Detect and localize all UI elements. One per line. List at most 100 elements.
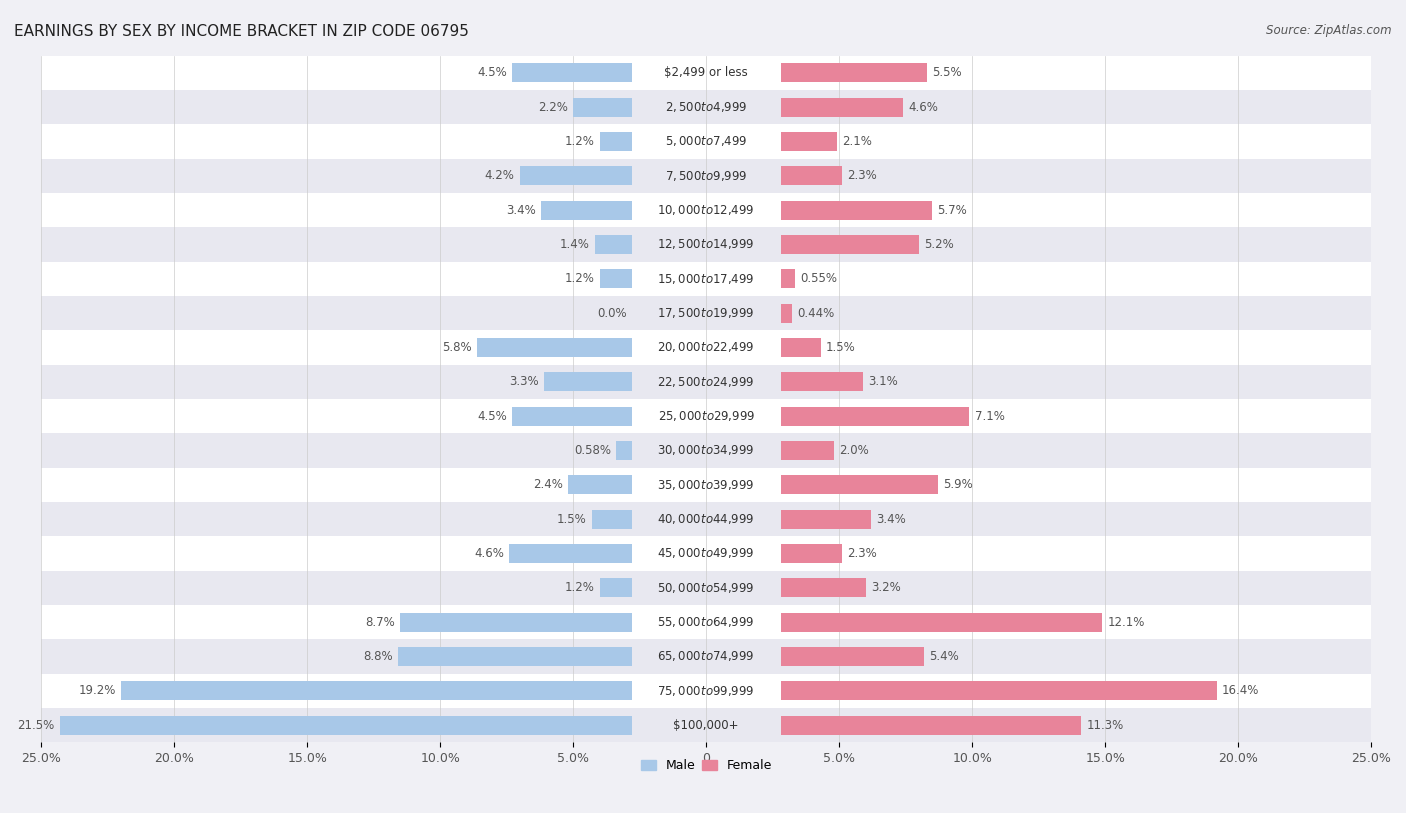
Bar (401, 613, 631, 632)
Text: $20,000 to $22,499: $20,000 to $22,499 (658, 341, 755, 354)
Bar (478, 338, 631, 357)
Bar (595, 235, 631, 254)
Text: 2.3%: 2.3% (848, 547, 877, 560)
Text: 0.55%: 0.55% (800, 272, 838, 285)
Bar (780, 235, 920, 254)
Text: 5.5%: 5.5% (932, 67, 962, 80)
Text: 4.6%: 4.6% (474, 547, 505, 560)
Text: 0.44%: 0.44% (797, 307, 835, 320)
Text: $10,000 to $12,499: $10,000 to $12,499 (658, 203, 755, 217)
Text: 4.2%: 4.2% (485, 169, 515, 182)
Bar (544, 372, 631, 391)
Text: EARNINGS BY SEX BY INCOME BRACKET IN ZIP CODE 06795: EARNINGS BY SEX BY INCOME BRACKET IN ZIP… (14, 24, 470, 39)
Text: 3.4%: 3.4% (506, 203, 536, 216)
Text: 5.9%: 5.9% (943, 478, 973, 491)
Bar (512, 406, 631, 425)
Bar (780, 544, 842, 563)
Bar (121, 681, 631, 700)
Text: $25,000 to $29,999: $25,000 to $29,999 (658, 409, 755, 423)
Bar (41, 159, 1371, 193)
Text: 1.4%: 1.4% (560, 238, 589, 251)
Text: 5.7%: 5.7% (938, 203, 967, 216)
Text: 1.2%: 1.2% (565, 135, 595, 148)
Bar (780, 338, 821, 357)
Bar (780, 613, 1102, 632)
Bar (780, 201, 932, 220)
Text: Source: ZipAtlas.com: Source: ZipAtlas.com (1267, 24, 1392, 37)
Bar (780, 167, 842, 185)
Bar (780, 441, 834, 460)
Text: $5,000 to $7,499: $5,000 to $7,499 (665, 134, 748, 149)
Bar (41, 262, 1371, 296)
Bar (41, 228, 1371, 262)
Text: $15,000 to $17,499: $15,000 to $17,499 (658, 272, 755, 286)
Bar (509, 544, 631, 563)
Bar (41, 571, 1371, 605)
Text: 3.4%: 3.4% (876, 513, 905, 526)
Bar (600, 269, 631, 289)
Text: 5.2%: 5.2% (924, 238, 955, 251)
Text: 4.6%: 4.6% (908, 101, 938, 114)
Text: $65,000 to $74,999: $65,000 to $74,999 (658, 650, 755, 663)
Bar (780, 132, 837, 151)
Bar (41, 330, 1371, 365)
Text: 12.1%: 12.1% (1108, 615, 1144, 628)
Bar (574, 98, 631, 116)
Text: $35,000 to $39,999: $35,000 to $39,999 (658, 478, 755, 492)
Text: 11.3%: 11.3% (1087, 719, 1123, 732)
Bar (41, 433, 1371, 467)
Text: 5.4%: 5.4% (929, 650, 959, 663)
Text: 8.8%: 8.8% (363, 650, 392, 663)
Text: 19.2%: 19.2% (79, 685, 115, 698)
Bar (780, 98, 903, 116)
Bar (780, 510, 872, 528)
Text: 2.2%: 2.2% (538, 101, 568, 114)
Text: 0.58%: 0.58% (574, 444, 612, 457)
Bar (41, 296, 1371, 330)
Text: $55,000 to $64,999: $55,000 to $64,999 (658, 615, 755, 629)
Bar (41, 708, 1371, 742)
Text: 3.3%: 3.3% (509, 376, 538, 389)
Text: 1.2%: 1.2% (565, 581, 595, 594)
Bar (592, 510, 631, 528)
Bar (600, 132, 631, 151)
Bar (41, 674, 1371, 708)
Text: $45,000 to $49,999: $45,000 to $49,999 (658, 546, 755, 560)
Bar (780, 372, 863, 391)
Text: 3.1%: 3.1% (869, 376, 898, 389)
Bar (41, 90, 1371, 124)
Bar (41, 399, 1371, 433)
Text: 2.1%: 2.1% (842, 135, 872, 148)
Text: $50,000 to $54,999: $50,000 to $54,999 (658, 580, 755, 595)
Text: $100,000+: $100,000+ (673, 719, 740, 732)
Bar (60, 715, 631, 735)
Text: 0.0%: 0.0% (596, 307, 627, 320)
Bar (780, 63, 927, 82)
Text: $22,500 to $24,999: $22,500 to $24,999 (658, 375, 755, 389)
Text: $30,000 to $34,999: $30,000 to $34,999 (658, 443, 755, 458)
Text: 2.0%: 2.0% (839, 444, 869, 457)
Text: $75,000 to $99,999: $75,000 to $99,999 (658, 684, 755, 698)
Text: $7,500 to $9,999: $7,500 to $9,999 (665, 169, 748, 183)
Text: 3.2%: 3.2% (872, 581, 901, 594)
Bar (780, 715, 1081, 735)
Bar (41, 55, 1371, 90)
Text: $2,500 to $4,999: $2,500 to $4,999 (665, 100, 748, 114)
Bar (780, 647, 924, 666)
Text: 5.8%: 5.8% (443, 341, 472, 354)
Text: 4.5%: 4.5% (477, 67, 506, 80)
Bar (600, 578, 631, 598)
Bar (41, 365, 1371, 399)
Text: 1.2%: 1.2% (565, 272, 595, 285)
Bar (780, 476, 938, 494)
Text: 2.3%: 2.3% (848, 169, 877, 182)
Text: 2.4%: 2.4% (533, 478, 562, 491)
Bar (780, 304, 793, 323)
Text: 8.7%: 8.7% (366, 615, 395, 628)
Bar (780, 269, 796, 289)
Bar (41, 639, 1371, 674)
Bar (398, 647, 631, 666)
Text: $2,499 or less: $2,499 or less (664, 67, 748, 80)
Bar (41, 605, 1371, 639)
Text: 7.1%: 7.1% (974, 410, 1005, 423)
